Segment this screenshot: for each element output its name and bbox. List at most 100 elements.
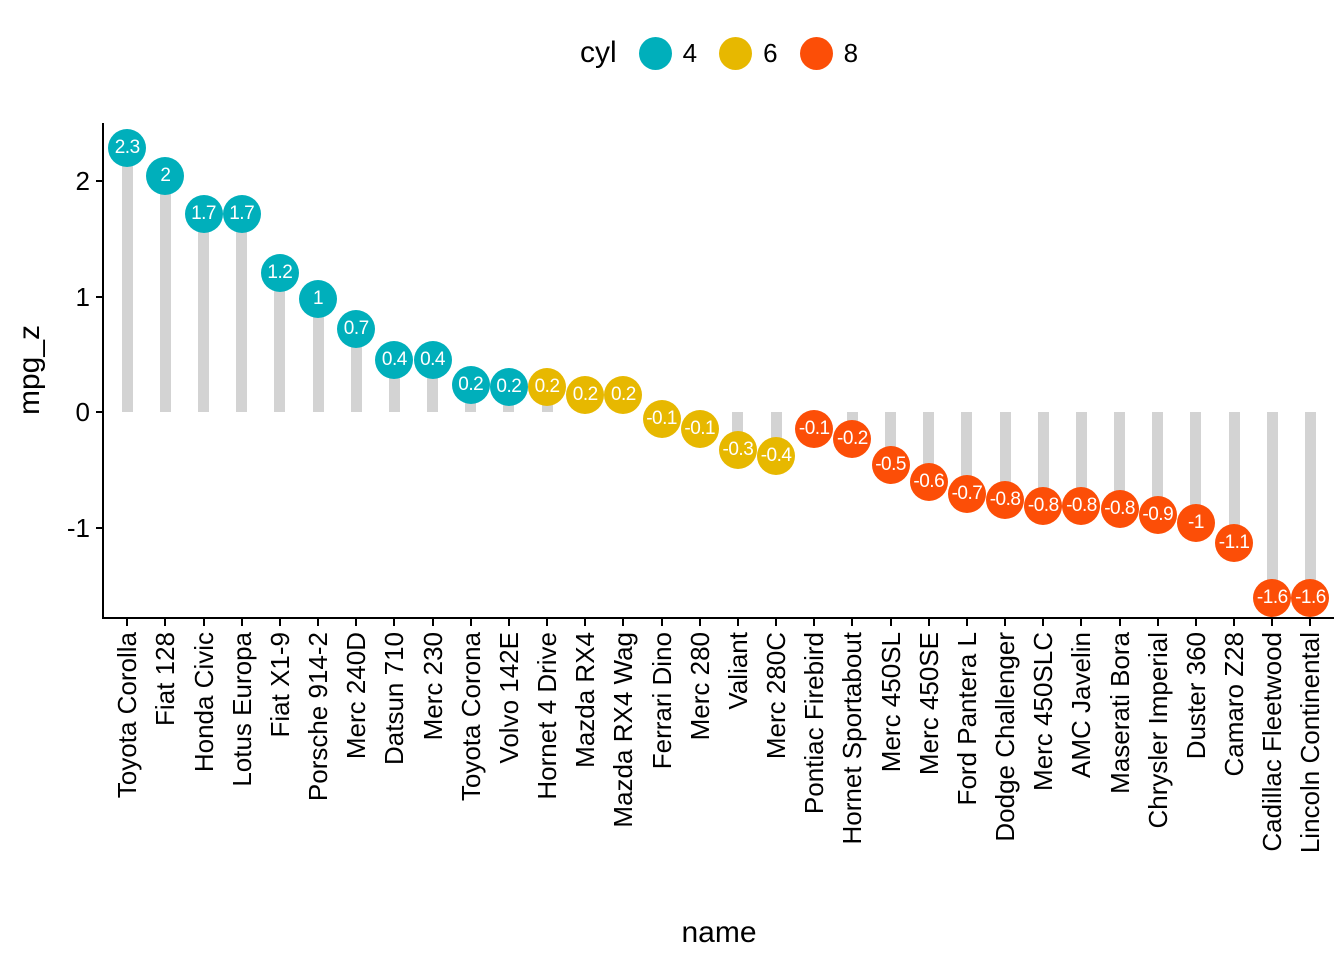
x-tick <box>736 618 739 626</box>
point-value-label: 1.7 <box>191 203 216 225</box>
point-value-label: -0.1 <box>684 418 716 440</box>
point-value-label: 2.3 <box>114 136 140 158</box>
lollipop-stem <box>159 176 171 412</box>
x-tick-label-lincoln-continental: Lincoln Continental <box>1295 632 1326 854</box>
lollipop-stem <box>121 147 133 412</box>
point-volvo-142e: 0.2 <box>489 367 528 406</box>
point-ferrari-dino: -0.1 <box>642 399 681 438</box>
x-tick-label-honda-civic: Honda Civic <box>188 632 219 773</box>
point-fiat-x1-9: 1.2 <box>260 254 299 293</box>
lollipop-stem <box>274 273 286 412</box>
lollipop-stem <box>1190 412 1202 523</box>
x-tick <box>1118 618 1121 626</box>
legend-title: cyl <box>579 36 617 69</box>
y-tick-label: 1 <box>75 281 90 312</box>
legend-item-cyl8: 8 <box>799 36 858 70</box>
x-tick-label-volvo-142e: Volvo 142E <box>493 632 524 764</box>
point-value-label: -0.1 <box>646 407 677 429</box>
legend-swatch-cyl6-icon <box>719 36 753 70</box>
x-tick <box>698 618 701 626</box>
point-value-label: -0.7 <box>951 483 983 504</box>
point-fiat-128: 2 <box>146 157 185 196</box>
point-merc-240d: 0.7 <box>337 309 376 348</box>
lollipop-stem <box>1152 412 1164 515</box>
x-axis-title: name <box>681 916 757 949</box>
point-value-label: -0.5 <box>875 454 906 476</box>
point-value-label: -0.1 <box>798 418 830 440</box>
point-value-label: -0.2 <box>837 427 868 449</box>
lollipop-stem <box>388 360 400 412</box>
x-tick <box>393 618 396 626</box>
point-porsche-914-2: 1 <box>299 279 338 318</box>
lollipop-stem <box>961 412 973 494</box>
x-tick <box>1233 618 1236 626</box>
point-value-label: 0.2 <box>534 375 560 397</box>
point-value-label: -0.6 <box>913 471 945 493</box>
point-value-label: 0.7 <box>343 317 369 339</box>
x-tick-label-mazda-rx4: Mazda RX4 <box>570 632 601 768</box>
x-tick <box>1309 618 1312 626</box>
x-tick-label-ford-pantera-l: Ford Pantera L <box>951 632 982 806</box>
x-tick-label-merc-280c: Merc 280C <box>761 632 792 760</box>
point-value-label: -1.6 <box>1295 586 1326 608</box>
point-value-label: -0.3 <box>722 439 754 461</box>
lollipop-stem <box>350 328 362 412</box>
lollipop-stem <box>427 360 439 412</box>
lollipop-stem <box>1075 412 1087 506</box>
point-value-label: 0.4 <box>420 349 445 371</box>
lollipop-stem <box>1228 412 1240 543</box>
x-tick <box>126 618 129 626</box>
legend-item-label: 6 <box>763 37 778 68</box>
x-tick <box>584 618 587 626</box>
point-value-label: 0.2 <box>496 375 522 397</box>
point-value-label: 0.2 <box>610 383 636 405</box>
legend-swatch-cyl8-icon <box>799 36 833 70</box>
point-value-label: -1 <box>1188 511 1204 533</box>
x-tick-label-pontiac-firebird: Pontiac Firebird <box>799 632 830 815</box>
x-tick-label-cadillac-fleetwood: Cadillac Fleetwood <box>1257 632 1288 852</box>
x-tick <box>660 618 663 626</box>
point-hornet-sportabout: -0.2 <box>833 419 872 458</box>
point-merc-450slc: -0.8 <box>1024 486 1063 525</box>
point-cadillac-fleetwood: -1.6 <box>1253 578 1292 617</box>
x-tick-label-chrysler-imperial: Chrysler Imperial <box>1142 632 1173 829</box>
x-tick-label-mazda-rx4-wag: Mazda RX4 Wag <box>608 632 639 828</box>
x-tick-label-lotus-europa: Lotus Europa <box>226 632 257 787</box>
point-mazda-rx4: 0.2 <box>566 375 605 414</box>
point-value-label: -0.8 <box>989 488 1021 510</box>
lollipop-stem <box>999 412 1011 500</box>
x-tick-label-merc-240d: Merc 240D <box>341 632 372 760</box>
x-tick-label-merc-450se: Merc 450SE <box>913 632 944 776</box>
point-amc-javelin: -0.8 <box>1062 486 1101 525</box>
x-axis-line <box>102 617 1334 619</box>
point-merc-280: -0.1 <box>680 410 719 449</box>
x-tick-label-porsche-914-2: Porsche 914-2 <box>303 632 334 802</box>
x-tick-label-ferrari-dino: Ferrari Dino <box>646 632 677 770</box>
lollipop-stem <box>732 412 744 451</box>
x-tick-label-valiant: Valiant <box>722 632 753 710</box>
point-merc-230: 0.4 <box>413 341 452 380</box>
point-value-label: 0.2 <box>572 383 598 405</box>
x-tick-label-merc-280: Merc 280 <box>684 632 715 741</box>
x-tick <box>965 618 968 626</box>
point-value-label: -1.6 <box>1256 586 1288 608</box>
x-tick <box>278 618 281 626</box>
x-tick <box>1194 618 1197 626</box>
legend-swatch-cyl4-icon <box>638 36 672 70</box>
x-tick <box>507 618 510 626</box>
lollipop-stem <box>1304 412 1316 598</box>
point-value-label: 0.2 <box>458 374 484 396</box>
y-axis-title: mpg_z <box>13 324 46 416</box>
x-tick <box>1271 618 1274 626</box>
x-tick <box>889 618 892 626</box>
legend-item-cyl4: 4 <box>638 36 697 70</box>
lollipop-stem <box>923 412 935 483</box>
y-tick <box>96 411 104 413</box>
point-value-label: -1.1 <box>1218 531 1250 553</box>
point-toyota-corona: 0.2 <box>451 366 490 405</box>
x-tick-label-merc-450sl: Merc 450SL <box>875 632 906 773</box>
point-hornet-4-drive: 0.2 <box>528 367 567 406</box>
point-lincoln-continental: -1.6 <box>1291 578 1330 617</box>
x-tick <box>1080 618 1083 626</box>
x-tick-label-amc-javelin: AMC Javelin <box>1066 632 1097 778</box>
